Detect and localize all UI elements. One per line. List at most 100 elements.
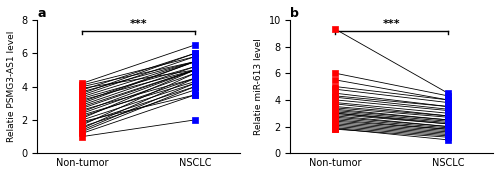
Point (332, 92, 340, 95)
Point (78, 113, 86, 116)
Point (444, 116, 452, 119)
Point (444, 105, 452, 108)
Point (444, 112, 452, 115)
Point (191, 52, 199, 55)
Point (78, 89, 86, 91)
Point (78, 100, 86, 103)
Point (78, 87, 86, 90)
Point (78, 124, 86, 126)
Point (78, 122, 86, 125)
Point (444, 92, 452, 95)
Text: ***: *** (383, 19, 400, 29)
Point (332, 120, 340, 123)
Point (444, 121, 452, 124)
Point (332, 128, 340, 131)
Point (78, 90, 86, 93)
Point (332, 112, 340, 115)
Y-axis label: Relatie miR-613 level: Relatie miR-613 level (254, 38, 263, 135)
Point (78, 118, 86, 121)
Point (332, 109, 340, 112)
Point (444, 138, 452, 141)
Text: ***: *** (130, 19, 148, 29)
Point (191, 69, 199, 71)
Point (78, 103, 86, 106)
Point (78, 108, 86, 111)
Point (444, 128, 452, 131)
Point (78, 120, 86, 123)
Point (332, 88, 340, 91)
Point (78, 95, 86, 98)
Point (332, 117, 340, 120)
Point (191, 52, 199, 55)
Point (78, 128, 86, 131)
Point (332, 116, 340, 119)
Point (191, 60, 199, 63)
Point (332, 94, 340, 97)
Point (191, 60, 199, 63)
Point (78, 97, 86, 100)
Point (78, 93, 86, 96)
Text: a: a (38, 7, 46, 20)
Point (444, 132, 452, 135)
Point (78, 105, 86, 108)
Point (191, 85, 199, 88)
Point (191, 69, 199, 71)
Point (191, 65, 199, 68)
Point (191, 69, 199, 71)
Point (332, 99, 340, 101)
Point (191, 44, 199, 46)
Point (78, 85, 86, 88)
Point (444, 118, 452, 121)
Point (191, 69, 199, 71)
Point (332, 103, 340, 105)
Point (78, 83, 86, 86)
Point (191, 72, 199, 75)
Point (78, 132, 86, 135)
Point (444, 94, 452, 97)
Point (78, 125, 86, 128)
Point (78, 92, 86, 95)
Point (332, 28, 340, 31)
Point (332, 114, 340, 117)
Point (332, 122, 340, 125)
Point (332, 127, 340, 129)
Point (191, 60, 199, 63)
Point (191, 55, 199, 58)
Point (332, 105, 340, 108)
Point (444, 118, 452, 121)
Point (444, 109, 452, 112)
Point (191, 77, 199, 80)
Point (444, 127, 452, 129)
Point (444, 134, 452, 137)
Point (191, 65, 199, 68)
Point (332, 96, 340, 99)
Point (444, 105, 452, 108)
Point (332, 127, 340, 130)
Point (191, 77, 199, 80)
Point (444, 114, 452, 117)
Text: b: b (290, 7, 300, 20)
Point (78, 99, 86, 101)
Point (332, 124, 340, 127)
Point (191, 72, 199, 75)
Point (78, 130, 86, 133)
Point (332, 118, 340, 121)
Point (78, 117, 86, 120)
Y-axis label: Relatie PSMG3-AS1 level: Relatie PSMG3-AS1 level (7, 31, 16, 142)
Point (78, 127, 86, 130)
Point (444, 131, 452, 133)
Point (78, 107, 86, 110)
Point (444, 136, 452, 139)
Point (78, 82, 86, 85)
Point (444, 129, 452, 132)
Point (191, 55, 199, 58)
Point (332, 107, 340, 109)
Point (191, 85, 199, 88)
Point (444, 120, 452, 123)
Point (191, 89, 199, 91)
Point (78, 102, 86, 105)
Point (332, 79, 340, 81)
Point (78, 112, 86, 115)
Point (444, 133, 452, 136)
Point (191, 69, 199, 71)
